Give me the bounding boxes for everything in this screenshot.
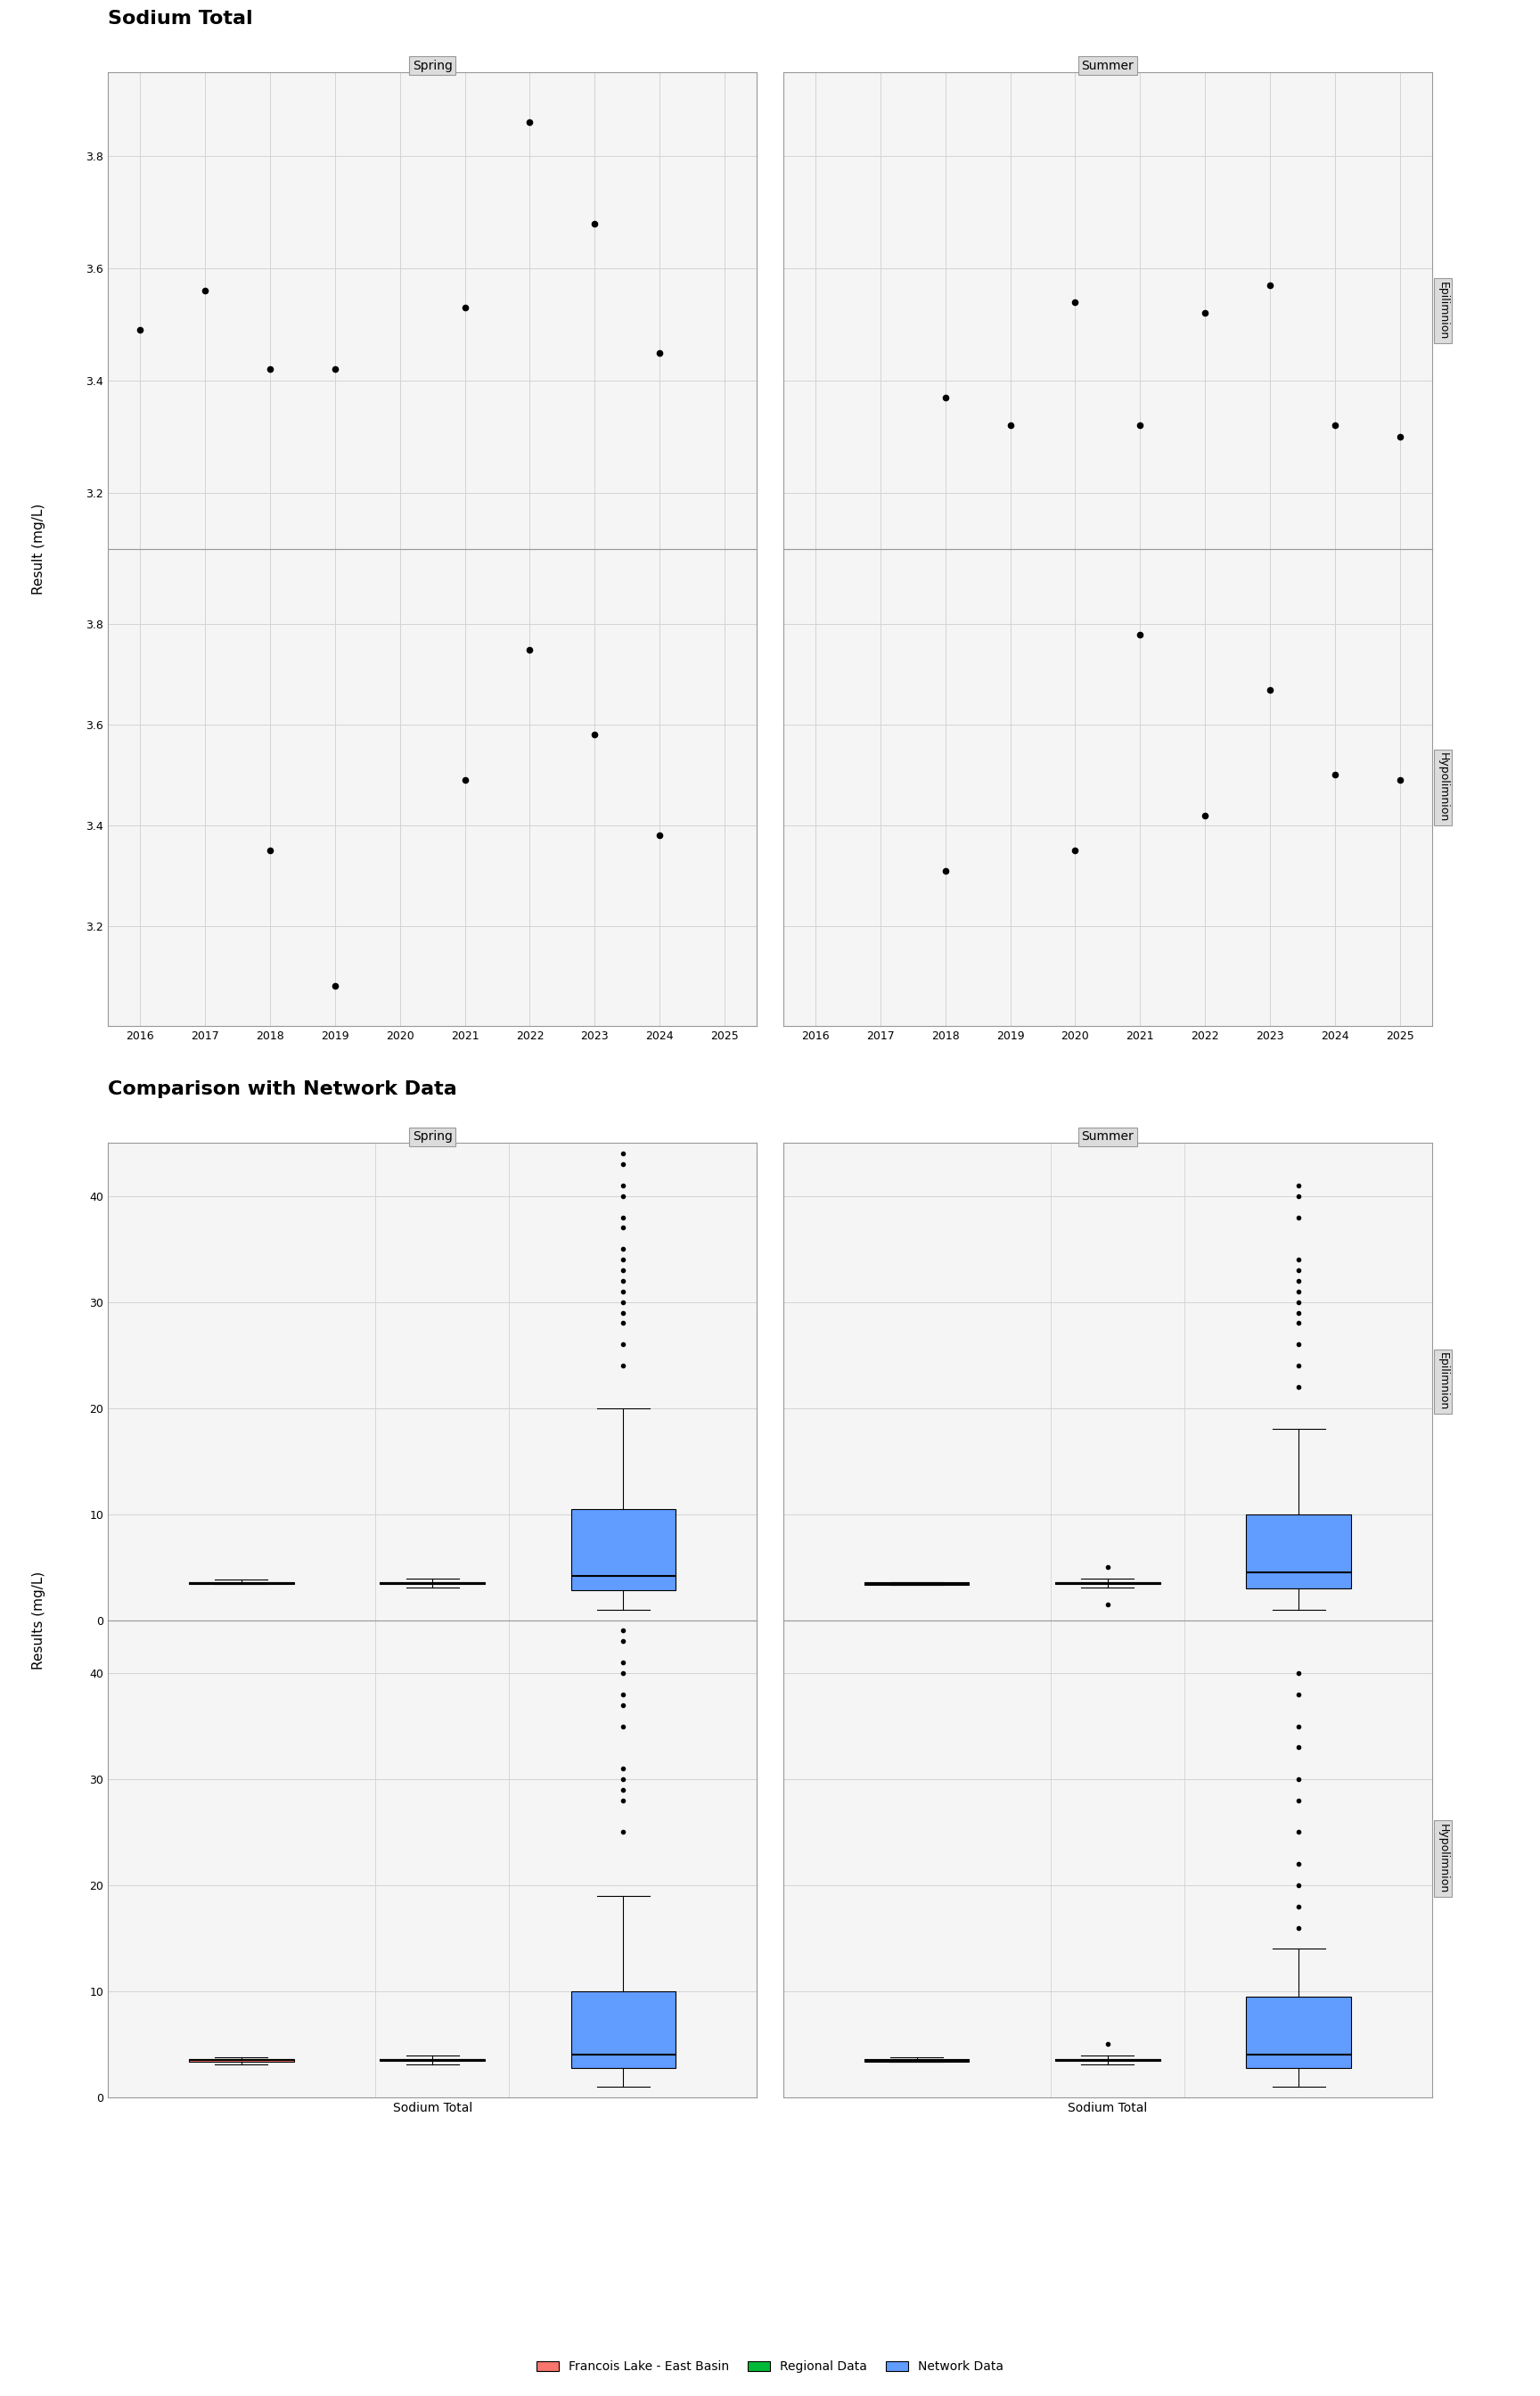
Text: Result (mg/L): Result (mg/L) — [32, 503, 45, 594]
Text: Sodium Total: Sodium Total — [108, 10, 253, 26]
Point — [582, 204, 607, 242]
Text: Comparison with Network Data: Comparison with Network Data — [108, 1081, 457, 1097]
PathPatch shape — [571, 1509, 676, 1591]
Point — [1063, 831, 1087, 870]
Point — [1323, 755, 1348, 793]
Point — [647, 817, 671, 855]
Point — [128, 311, 152, 350]
Point — [647, 333, 671, 371]
Point — [998, 407, 1023, 446]
Text: Hypolimnion: Hypolimnion — [1437, 1823, 1449, 1893]
Point — [1192, 795, 1217, 834]
PathPatch shape — [571, 1991, 676, 2068]
Text: Summer: Summer — [1081, 60, 1133, 72]
Text: Hypolimnion: Hypolimnion — [1437, 752, 1449, 822]
Point — [517, 103, 542, 141]
Point — [1127, 616, 1152, 654]
Point — [192, 271, 217, 309]
Point — [1388, 762, 1412, 800]
Text: Spring: Spring — [413, 60, 453, 72]
Point — [257, 831, 282, 870]
Point — [933, 379, 958, 417]
Text: Summer: Summer — [1081, 1131, 1133, 1143]
Point — [933, 851, 958, 889]
Point — [1127, 407, 1152, 446]
Point — [517, 630, 542, 668]
Point — [1258, 671, 1283, 709]
PathPatch shape — [1246, 1514, 1351, 1589]
Text: Epilimnion: Epilimnion — [1437, 280, 1449, 340]
Text: Epilimnion: Epilimnion — [1437, 1351, 1449, 1411]
Point — [582, 716, 607, 755]
PathPatch shape — [864, 2058, 969, 2063]
Point — [323, 350, 348, 388]
Point — [453, 762, 477, 800]
Point — [1192, 295, 1217, 333]
Point — [453, 288, 477, 326]
Point — [1258, 266, 1283, 304]
PathPatch shape — [1246, 1996, 1351, 2068]
Text: Spring: Spring — [413, 1131, 453, 1143]
Point — [1323, 407, 1348, 446]
Text: Results (mg/L): Results (mg/L) — [32, 1572, 45, 1670]
Legend: Francois Lake - East Basin, Regional Data, Network Data: Francois Lake - East Basin, Regional Dat… — [531, 2355, 1009, 2377]
Point — [257, 350, 282, 388]
Point — [1063, 283, 1087, 321]
Point — [323, 968, 348, 1006]
Point — [1388, 417, 1412, 455]
